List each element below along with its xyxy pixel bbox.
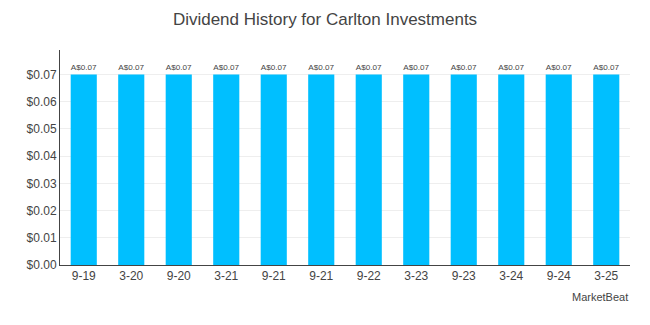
svg-text:3-25: 3-25 [594,269,618,283]
svg-text:Dividend History for Carlton I: Dividend History for Carlton Investments [173,10,477,29]
svg-text:9-22: 9-22 [357,269,381,283]
svg-text:9-21: 9-21 [309,269,333,283]
svg-text:A$0.07: A$0.07 [451,63,477,72]
svg-text:$0.00: $0.00 [27,258,57,272]
svg-text:$0.05: $0.05 [27,122,57,136]
svg-text:A$0.07: A$0.07 [118,63,144,72]
svg-text:A$0.07: A$0.07 [308,63,334,72]
svg-text:A$0.07: A$0.07 [261,63,287,72]
svg-text:3-23: 3-23 [404,269,428,283]
svg-text:$0.07: $0.07 [27,68,57,82]
svg-text:9-20: 9-20 [167,269,191,283]
svg-text:9-24: 9-24 [547,269,571,283]
svg-text:MarketBeat: MarketBeat [572,291,628,303]
svg-text:A$0.07: A$0.07 [166,63,192,72]
svg-text:$0.01: $0.01 [27,231,57,245]
svg-text:3-20: 3-20 [119,269,143,283]
svg-text:$0.03: $0.03 [27,177,57,191]
svg-text:A$0.07: A$0.07 [498,63,524,72]
svg-text:A$0.07: A$0.07 [546,63,572,72]
svg-text:$0.02: $0.02 [27,204,57,218]
svg-text:A$0.07: A$0.07 [356,63,382,72]
svg-text:9-23: 9-23 [452,269,476,283]
svg-text:A$0.07: A$0.07 [593,63,619,72]
svg-text:$0.06: $0.06 [27,95,57,109]
svg-text:9-21: 9-21 [262,269,286,283]
svg-text:$0.04: $0.04 [27,149,57,163]
svg-text:9-19: 9-19 [72,269,96,283]
svg-text:A$0.07: A$0.07 [71,63,97,72]
svg-text:A$0.07: A$0.07 [213,63,239,72]
svg-text:A$0.07: A$0.07 [403,63,429,72]
svg-text:3-21: 3-21 [214,269,238,283]
svg-text:3-24: 3-24 [499,269,523,283]
